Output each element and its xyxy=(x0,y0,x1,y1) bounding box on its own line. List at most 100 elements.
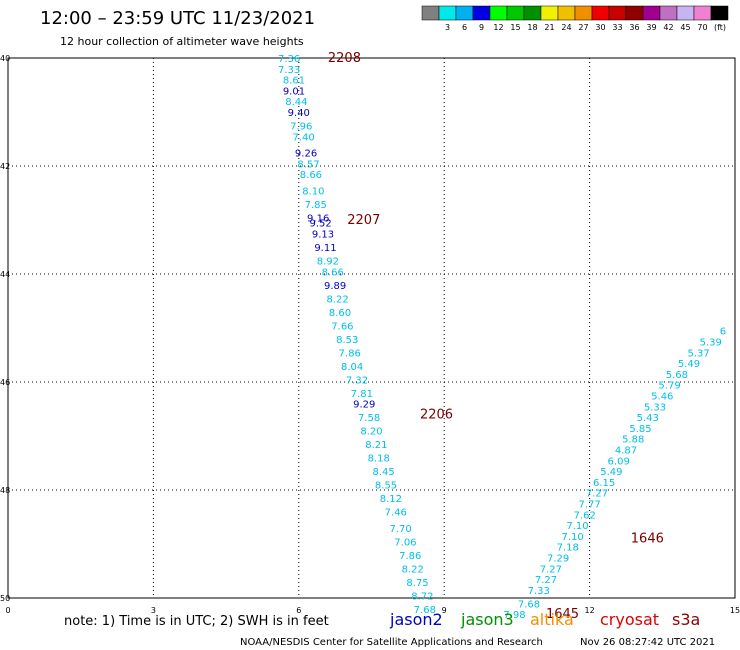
satellite-jason3: jason3 xyxy=(460,610,514,629)
swh-point-label: 8.20 xyxy=(360,427,382,438)
swh-point-label: 5.49 xyxy=(600,467,622,478)
colorbar-label: 36 xyxy=(629,23,639,32)
swh-point-label: 8.04 xyxy=(341,362,363,373)
time-label: 1645 xyxy=(546,607,579,622)
y-tick-label: 40 xyxy=(0,54,10,63)
colorbar-label: 39 xyxy=(646,23,656,32)
swh-point-label: 7.70 xyxy=(389,524,411,535)
footer-note: note: 1) Time is in UTC; 2) SWH is in fe… xyxy=(64,614,329,629)
colorbar-label: 21 xyxy=(544,23,554,32)
colorbar-swatch xyxy=(659,5,678,21)
y-axis-ticks: 40 42 44 46 48 50 xyxy=(0,54,10,603)
swh-point-label: 5.46 xyxy=(651,392,673,403)
swh-point-label: 9.16 xyxy=(307,213,329,224)
swh-point-label: 8.75 xyxy=(406,578,428,589)
colorbar-label: 30 xyxy=(595,23,605,32)
plot-frame xyxy=(7,57,736,599)
colorbar-swatch xyxy=(506,5,525,21)
swh-point-label: 9.29 xyxy=(353,400,375,411)
time-label: 2206 xyxy=(420,407,453,422)
swh-point-label: 7.18 xyxy=(557,543,579,554)
swh-point-label: 5.39 xyxy=(700,338,722,349)
colorbar-label: 42 xyxy=(663,23,673,32)
grid-lines xyxy=(8,58,735,598)
swh-point-label: 5.49 xyxy=(678,359,700,370)
swh-point-label: 6 xyxy=(720,327,726,338)
swh-point-label: 5.68 xyxy=(666,370,688,381)
colorbar-swatch xyxy=(438,5,457,21)
colorbar-swatch xyxy=(608,5,627,21)
y-tick-label: 46 xyxy=(0,378,10,387)
time-label: 1646 xyxy=(631,532,664,547)
swh-point-label: 8.66 xyxy=(322,267,344,278)
swh-point-label: 7.68 xyxy=(518,599,540,610)
colorbar-label: 27 xyxy=(578,23,588,32)
y-tick-label: 48 xyxy=(0,486,10,495)
colorbar-label: 45 xyxy=(680,23,690,32)
satellite-legend: jason2 jason3 altika cryosat s3a xyxy=(389,610,700,629)
colorbar-swatch xyxy=(489,5,508,21)
swh-point-label: 5.37 xyxy=(688,348,710,359)
time-label: 2208 xyxy=(328,51,361,66)
chart-title: 12:00 – 23:59 UTC 11/23/2021 xyxy=(40,8,315,29)
swh-point-label: 8.21 xyxy=(365,440,387,451)
colorbar-unit: (ft) xyxy=(714,23,726,32)
swh-point-label: 8.60 xyxy=(329,308,351,319)
data-points: 7.367.338.619.018.449.407.967.409.268.57… xyxy=(278,54,726,621)
x-axis-ticks: 0 3 6 9 12 15 xyxy=(5,606,740,615)
colorbar-swatch xyxy=(540,5,559,21)
swh-point-label: 9.40 xyxy=(288,108,310,119)
swh-point-label: 7.29 xyxy=(547,554,569,565)
colorbar-swatch xyxy=(557,5,576,21)
swh-point-label: 9.26 xyxy=(295,149,317,160)
colorbar-label: 18 xyxy=(527,23,537,32)
swh-point-label: 9.52 xyxy=(309,219,331,230)
swh-point-label: 8.53 xyxy=(336,335,358,346)
color-scale-legend: 3 6 9 12 15 18 21 24 27 30 33 36 39 42 45 70 (ft) xyxy=(421,5,729,32)
colorbar-label: 70 xyxy=(697,23,707,32)
chart-subtitle: 12 hour collection of altimeter wave hei… xyxy=(60,35,304,48)
swh-point-label: 5.88 xyxy=(622,435,644,446)
colorbar-label: 6 xyxy=(462,23,467,32)
colorbar-swatch xyxy=(591,5,610,21)
y-tick-label: 50 xyxy=(0,594,10,603)
swh-point-label: 7.32 xyxy=(346,375,368,386)
satellite-s3a: s3a xyxy=(672,610,700,629)
colorbar-swatch xyxy=(676,5,695,21)
colorbar-swatch xyxy=(625,5,644,21)
swh-point-label: 7.62 xyxy=(574,510,596,521)
x-tick-label: 12 xyxy=(585,606,595,615)
swh-point-label: 9.89 xyxy=(324,281,346,292)
swh-point-label: 5.33 xyxy=(644,402,666,413)
swh-point-label: 8.57 xyxy=(297,159,319,170)
swh-point-label: 6.15 xyxy=(593,478,615,489)
colorbar-swatch xyxy=(455,5,474,21)
colorbar-swatch xyxy=(523,5,542,21)
swh-point-label: 7.77 xyxy=(578,500,600,511)
colorbar-swatch xyxy=(710,5,729,21)
swh-point-label: 7.81 xyxy=(351,389,373,400)
swh-point-label: 7.33 xyxy=(278,65,300,76)
swh-point-label: 6.09 xyxy=(608,456,630,467)
swh-point-label: 4.87 xyxy=(615,446,637,457)
colorbar-label: 12 xyxy=(493,23,503,32)
swh-point-label: 8.10 xyxy=(302,186,324,197)
x-tick-label: 15 xyxy=(730,606,740,615)
satellite-jason2: jason2 xyxy=(389,610,443,629)
colorbar-label: 33 xyxy=(612,23,622,32)
swh-point-label: 9.11 xyxy=(314,243,336,254)
swh-point-label: 7.33 xyxy=(528,586,550,597)
swh-point-label: 8.44 xyxy=(285,97,307,108)
swh-point-label: 7.66 xyxy=(331,321,353,332)
swh-point-label: 7.36 xyxy=(278,54,300,65)
swh-point-label: 7.98 xyxy=(503,610,525,621)
credit-text: NOAA/NESDIS Center for Satellite Applica… xyxy=(240,637,543,648)
swh-point-label: 8.45 xyxy=(372,467,394,478)
time-labels: 2208 2207 2206 1645 1646 xyxy=(328,51,664,622)
colorbar-swatch xyxy=(693,5,712,21)
colorbar-label: 15 xyxy=(510,23,520,32)
swh-point-label: 7.85 xyxy=(305,200,327,211)
swh-point-label: 7.96 xyxy=(290,122,312,133)
y-tick-label: 42 xyxy=(0,162,10,171)
